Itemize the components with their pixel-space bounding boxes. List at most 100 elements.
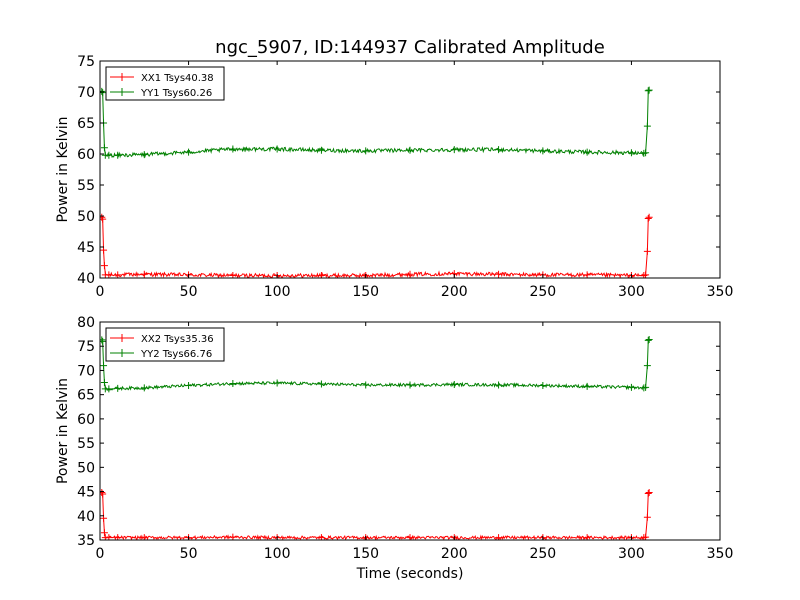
series-xx1 [100,213,653,278]
data-point [627,149,635,157]
data-point [495,270,503,278]
data-point [362,147,370,155]
y-tick-label: 50 [77,209,95,225]
legend-label: YY1 Tsys60.26 [140,88,212,99]
data-point [100,87,106,95]
data-point [185,381,193,389]
legend-label: XX2 Tsys35.36 [141,334,214,345]
y-tick-label: 40 [77,509,95,525]
data-point [583,382,591,390]
x-axis-label: Time (seconds) [356,566,464,582]
x-tick-label: 200 [441,284,468,300]
y-tick-label: 55 [77,178,95,194]
data-point [643,247,651,255]
data-point [645,489,653,497]
x-tick-label: 350 [707,284,734,300]
data-point [100,246,108,254]
data-point [362,381,370,389]
data-point [100,262,108,270]
x-tick-label: 50 [180,284,198,300]
legend: XX2 Tsys35.36 YY2 Tsys66.76 [105,327,225,362]
data-point [644,214,652,222]
data-point [539,147,547,155]
data-point [140,384,148,392]
data-point [273,379,281,387]
data-point [100,336,106,344]
data-point [114,384,122,392]
data-point [643,362,651,370]
panel-2: 0 50 100 150 200 250 300 350 35 40 45 50 55 60 65 70 75 8… [55,315,733,582]
data-point [140,151,148,159]
legend-box [105,327,225,362]
data-point [642,149,650,157]
data-point [495,381,503,389]
x-tick-label: 300 [618,284,645,300]
data-point [539,381,547,389]
x-tick-label: 0 [96,284,105,300]
y-tick-label: 70 [77,85,95,101]
legend-marker [118,334,126,342]
chart-title: ngc_5907, ID:144937 Calibrated Amplitude [215,37,605,58]
y-tick-label: 35 [77,533,95,549]
data-point [100,362,108,370]
data-point [406,146,414,154]
data-point [644,87,652,95]
plot-frame [99,321,721,541]
x-tick-label: 0 [96,546,105,562]
series-yy1 [100,86,653,159]
y-tick-label: 50 [77,460,95,476]
series-line [101,216,650,278]
data-point [105,385,113,393]
data-point [644,489,652,497]
data-point [642,533,650,540]
y-tick-label: 55 [77,436,95,452]
legend-label: XX1 Tsys40.38 [141,73,214,84]
data-point [100,489,106,497]
data-point [114,151,122,159]
data-point [627,383,635,391]
series-xx2 [100,489,653,540]
y-axis-label: Power in Kelvin [55,116,71,222]
data-point [642,383,650,391]
y-tick-label: 75 [77,54,95,70]
legend-marker [118,88,126,96]
x-tick-label: 250 [529,284,556,300]
data-point [406,270,414,278]
legend-label: YY2 Tsys66.76 [140,349,212,360]
x-tick-label: 100 [264,284,291,300]
x-tick-label: 350 [707,546,734,562]
data-point [642,271,650,278]
data-point [645,86,653,94]
data-point [140,270,148,278]
y-tick-label: 70 [77,363,95,379]
data-point [229,533,237,540]
data-point [406,381,414,389]
legend: XX1 Tsys40.38 YY1 Tsys60.26 [105,66,225,101]
data-point [583,148,591,156]
data-point [643,513,651,521]
data-point [100,529,108,537]
data-point [450,146,458,154]
legend-box [105,66,225,101]
data-point [105,271,113,278]
y-tick-label: 45 [77,240,95,256]
data-point [645,335,653,343]
x-tick-label: 150 [352,546,379,562]
data-point [317,380,325,388]
series-yy2 [100,335,653,393]
series-line [101,492,650,540]
series-line [101,339,650,392]
data-point [643,122,651,130]
data-point [640,149,648,157]
x-tick-label: 100 [264,546,291,562]
data-point [495,146,503,154]
legend-marker [118,73,126,81]
data-point [645,213,653,221]
plot-frame [99,60,721,279]
data-point [229,380,237,388]
y-tick-label: 40 [77,271,95,287]
y-tick-label: 80 [77,315,95,331]
x-tick-label: 300 [618,546,645,562]
y-tick-label: 75 [77,339,95,355]
y-axis-label: Power in Kelvin [55,378,71,484]
